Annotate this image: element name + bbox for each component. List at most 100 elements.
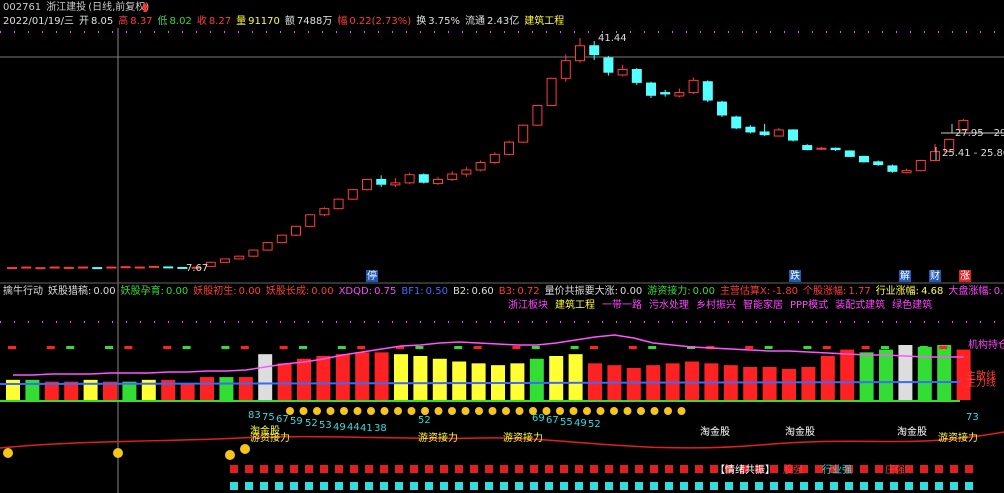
info-label: 智能家居 [743, 298, 783, 311]
indicator-bar [44, 381, 59, 400]
footer-label: 庄强 [885, 463, 905, 476]
marker-dash [628, 346, 637, 349]
yellow-dot [529, 407, 537, 415]
info-label: 装配式建筑 [835, 298, 885, 311]
cyan-square [425, 482, 433, 490]
info-label: 污水处理 [649, 299, 689, 311]
candle-body [49, 266, 60, 269]
marker-dash [570, 346, 579, 349]
marker-dash [66, 346, 75, 349]
indicator-bar [103, 381, 117, 400]
marker-dash [337, 346, 346, 349]
cyan-square [530, 482, 538, 490]
info-label: B3: [499, 286, 516, 297]
signal-tag: 淘金股 [785, 425, 815, 438]
info-label: 收 [197, 14, 207, 27]
cyan-square [335, 482, 343, 490]
candle-body [887, 165, 898, 172]
yellow-dot [461, 407, 470, 415]
yellow-dot [488, 407, 497, 415]
signal-number: 59 [290, 416, 303, 427]
red-square [740, 465, 748, 473]
price-annotation: 25.41 - 25.80 [942, 148, 1004, 159]
indicator-bar [917, 346, 932, 400]
candle-body [589, 45, 600, 56]
red-square [905, 465, 913, 473]
event-label: 财 [930, 269, 940, 282]
candle-body [262, 242, 273, 251]
red-square [590, 465, 598, 473]
indicator-bar [394, 354, 408, 400]
candle-body [646, 82, 656, 96]
yellow-dot [650, 407, 659, 415]
marker-dash [279, 346, 288, 349]
candle-body [958, 119, 969, 131]
red-square [560, 465, 568, 473]
indicator-bar [743, 367, 758, 400]
marker-dash [105, 346, 113, 349]
marker-dash [124, 346, 133, 349]
info-value: 8.05 [91, 16, 113, 27]
emoji-face [240, 444, 250, 454]
yellow-dot [610, 407, 618, 415]
candle-body [944, 138, 955, 153]
signal-number: 53 [319, 420, 332, 431]
stock-name: 浙江建投 [46, 0, 86, 13]
yellow-dot [380, 407, 389, 415]
red-square [365, 465, 373, 473]
cyan-square [890, 482, 898, 490]
red-square [320, 465, 328, 473]
cyan-square [770, 482, 778, 490]
cyan-square [710, 482, 718, 490]
candle-body [915, 159, 926, 172]
cyan-square [230, 482, 238, 490]
info-value: 0.00 [311, 286, 333, 297]
marker-dash [357, 346, 366, 349]
red-square [605, 465, 613, 473]
candle-body [660, 92, 671, 95]
info-label: 行业涨幅: [876, 284, 919, 297]
candle-body [546, 77, 557, 106]
cyan-square [665, 482, 673, 490]
indicator-bar [549, 356, 564, 400]
cyan-square [410, 482, 418, 490]
cyan-square [785, 482, 793, 490]
info-label: 游资接力: [647, 284, 690, 297]
candle-body [702, 81, 713, 101]
red-square [230, 465, 238, 473]
signal-number: 49 [333, 422, 346, 433]
signal-number: 38 [374, 423, 387, 434]
candle-body [319, 208, 330, 216]
red-square [275, 465, 283, 473]
info-value: 8.37 [130, 16, 152, 27]
header-line: 002761 浙江建投 (日线,前复权) [3, 0, 149, 13]
cyan-square [485, 482, 493, 490]
candle-body [759, 131, 770, 136]
stock-code: 002761 [3, 2, 41, 13]
red-square [755, 465, 763, 473]
red-square [395, 465, 403, 473]
event-box [789, 270, 801, 282]
candle-body [731, 116, 742, 129]
red-square [515, 465, 523, 473]
cyan-square [860, 482, 868, 490]
indicator-bar [180, 383, 195, 400]
candle-body [276, 234, 287, 244]
candle-body [745, 126, 756, 133]
info-label: 建筑工程 [524, 14, 564, 27]
info-label: 2022/01/19/三 [3, 16, 74, 27]
indicator-bar [122, 381, 137, 400]
candle-body [816, 147, 827, 150]
info-label: XDQD: [339, 286, 373, 297]
up-icon [141, 3, 149, 12]
marker-dash [46, 346, 55, 349]
red-square [260, 465, 268, 473]
indicator-bar [685, 361, 699, 400]
info-label: 妖股猎稿: [48, 284, 91, 297]
cyan-square [650, 482, 658, 490]
yellow-dot [313, 407, 321, 415]
indicator-bar [141, 379, 156, 400]
footer-label: 股强 [783, 464, 803, 476]
yellow-dot [664, 407, 672, 415]
